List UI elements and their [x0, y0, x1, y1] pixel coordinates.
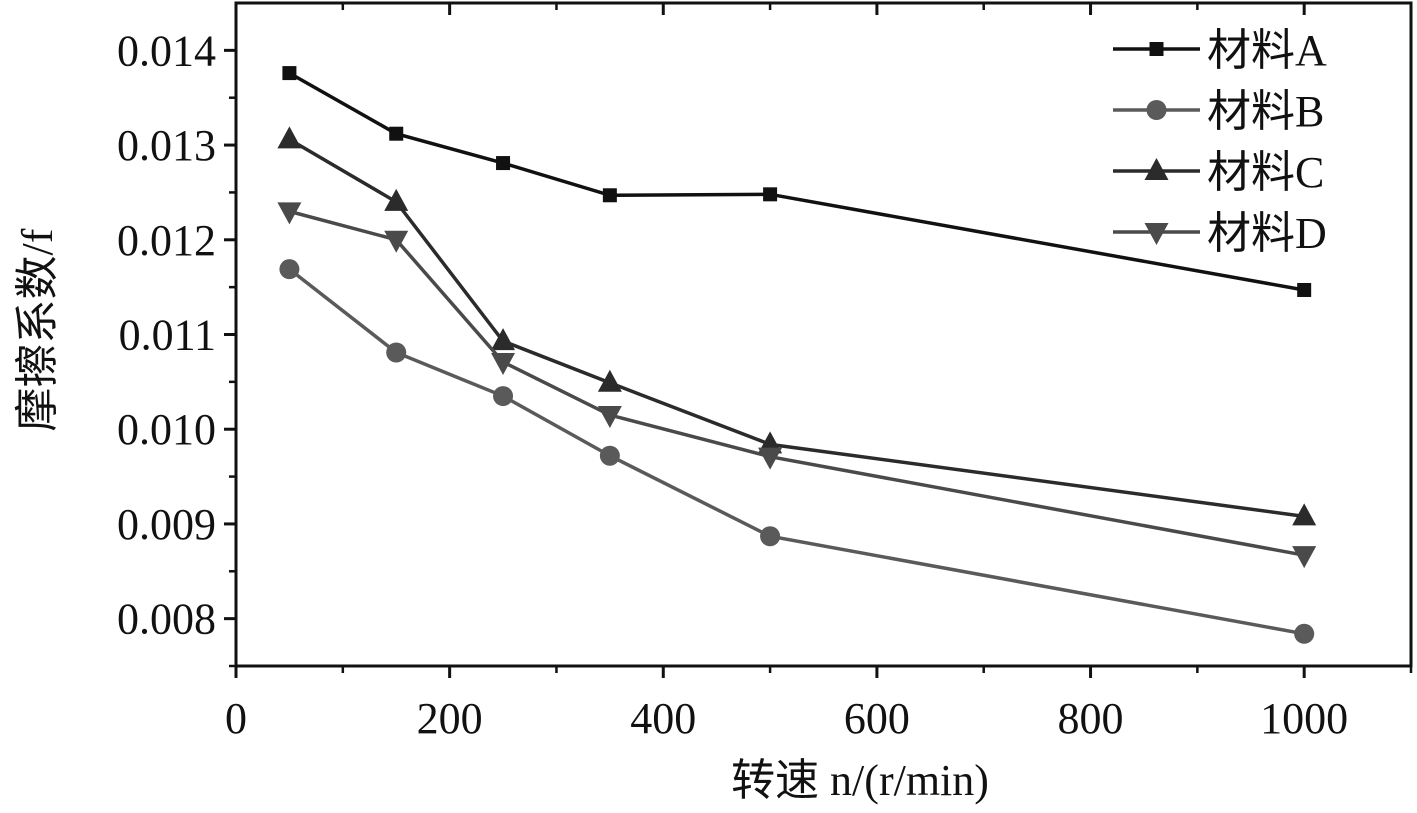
data-point [389, 126, 404, 141]
data-point [760, 526, 781, 547]
legend-label: 材料C [1207, 148, 1324, 197]
legend-item: 材料D [1113, 209, 1327, 258]
data-point [277, 202, 302, 225]
series-layer [277, 66, 1317, 644]
y-tick-label: 0.013 [117, 121, 216, 170]
series-line [288, 267, 1305, 636]
data-point [763, 187, 778, 202]
axes: 0 200 400 600 800 1000 0.008 0.009 0.010 0.011 0.0… [117, 1, 1413, 743]
data-point [384, 188, 409, 211]
data-point [491, 328, 516, 351]
series-triangle-down [277, 202, 1317, 569]
x-tick-label: 800 [1058, 694, 1124, 743]
legend: 材料A 材料B 材料C 材料D [1113, 26, 1327, 258]
y-tick-label: 0.014 [117, 26, 216, 75]
data-point [1292, 546, 1317, 569]
series-line [288, 137, 1305, 519]
legend-marker [1149, 42, 1164, 56]
legend-marker [1144, 223, 1169, 245]
series-line [288, 71, 1305, 292]
data-point [496, 156, 511, 171]
series-line [288, 209, 1305, 557]
x-axis-title: 转速 n/(r/min) [731, 756, 989, 805]
data-point [602, 188, 617, 203]
y-tick-label: 0.010 [117, 405, 216, 454]
legend-label: 材料A [1207, 26, 1327, 75]
data-point [1297, 282, 1312, 297]
legend-marker [1146, 100, 1167, 120]
data-point [1292, 503, 1317, 526]
x-tick-label: 200 [417, 694, 483, 743]
y-tick-label: 0.011 [119, 311, 216, 360]
series-square [282, 66, 1312, 297]
data-point [386, 342, 407, 363]
data-point [1294, 623, 1315, 644]
x-tick-label: 600 [844, 694, 910, 743]
data-point [282, 66, 297, 81]
legend-item: 材料B [1113, 87, 1324, 136]
x-tick-label: 0 [225, 694, 247, 743]
y-tick-label: 0.012 [117, 216, 216, 265]
data-point [597, 369, 622, 392]
x-tick-label: 400 [630, 694, 696, 743]
x-tick-label: 1000 [1260, 694, 1348, 743]
series-triangle-up [277, 126, 1317, 526]
data-point [384, 230, 409, 253]
y-axis-title: 摩擦系数/f [13, 228, 62, 431]
data-point [491, 352, 516, 375]
legend-item: 材料A [1113, 26, 1327, 75]
data-point [279, 259, 300, 280]
y-tick-label: 0.009 [117, 500, 216, 549]
data-point [597, 406, 622, 429]
data-point [277, 126, 302, 149]
legend-label: 材料B [1207, 87, 1324, 136]
series-circle [279, 259, 1315, 644]
data-point [758, 447, 783, 470]
legend-marker [1144, 158, 1169, 180]
legend-item: 材料C [1113, 148, 1324, 197]
y-tick-label: 0.008 [117, 595, 216, 644]
legend-label: 材料D [1207, 209, 1327, 258]
data-point [493, 386, 514, 407]
data-point [599, 445, 620, 466]
